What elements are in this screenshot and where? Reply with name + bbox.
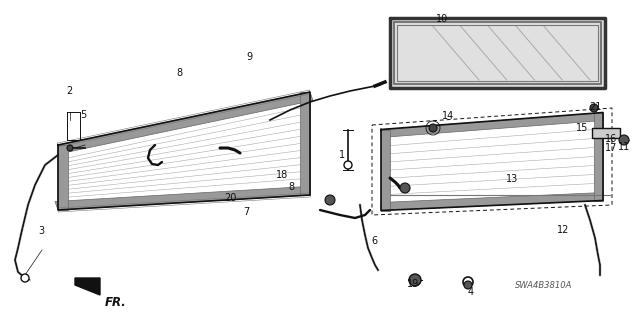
Text: 9: 9 <box>246 52 253 63</box>
Circle shape <box>429 124 437 132</box>
Circle shape <box>400 183 410 193</box>
Text: 15: 15 <box>576 122 589 133</box>
Text: 11: 11 <box>618 142 630 152</box>
Text: 19: 19 <box>406 279 419 289</box>
Text: 20: 20 <box>224 193 237 203</box>
Text: 7: 7 <box>243 207 250 217</box>
Polygon shape <box>594 113 603 201</box>
Text: 1: 1 <box>339 150 346 160</box>
Text: 2: 2 <box>66 86 72 96</box>
Text: FR.: FR. <box>105 296 127 309</box>
Text: 13: 13 <box>506 174 518 184</box>
Circle shape <box>463 277 473 287</box>
Bar <box>592 128 620 138</box>
Text: 17: 17 <box>605 143 618 153</box>
Polygon shape <box>75 278 100 295</box>
Circle shape <box>619 135 629 145</box>
Text: 5: 5 <box>80 110 86 120</box>
Text: 16: 16 <box>605 134 618 144</box>
Text: 6: 6 <box>371 236 378 246</box>
Circle shape <box>409 274 421 286</box>
Text: 3: 3 <box>38 226 45 236</box>
Text: 8: 8 <box>176 68 182 78</box>
Text: 21: 21 <box>589 102 602 112</box>
Text: 18: 18 <box>275 170 288 181</box>
Circle shape <box>590 104 598 112</box>
Polygon shape <box>58 145 68 210</box>
Polygon shape <box>58 92 313 153</box>
Text: 4: 4 <box>467 287 474 297</box>
Polygon shape <box>381 192 603 211</box>
Polygon shape <box>390 18 605 88</box>
Polygon shape <box>381 113 603 137</box>
Circle shape <box>325 195 335 205</box>
Text: SWA4B3810A: SWA4B3810A <box>515 281 573 290</box>
Circle shape <box>464 281 472 289</box>
Circle shape <box>344 161 352 169</box>
Text: 10: 10 <box>435 14 448 24</box>
Text: 14: 14 <box>442 111 454 122</box>
Polygon shape <box>381 130 390 211</box>
Polygon shape <box>300 92 310 195</box>
Text: 12: 12 <box>557 225 570 235</box>
Text: 8: 8 <box>288 182 294 192</box>
Circle shape <box>67 145 73 151</box>
Circle shape <box>21 274 29 282</box>
Polygon shape <box>55 187 310 210</box>
